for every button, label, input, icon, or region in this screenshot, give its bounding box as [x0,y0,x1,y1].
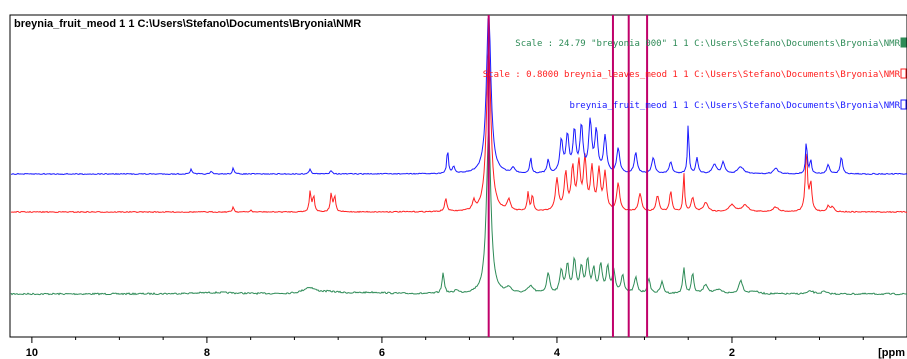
spectrum-title: breynia_fruit_meod 1 1 C:\Users\Stefano\… [14,18,361,30]
plot-frame [9,14,907,338]
legend-layer: Scale : 24.79 "breyonia 000" 1 1 C:\User… [483,37,907,111]
x-axis-label: [ppm [878,347,905,359]
series-layer [10,15,907,296]
x-tick-label: 8 [204,347,210,359]
legend-entry: Scale : 0.8000 breynia_leaves_meod 1 1 C… [483,70,901,80]
x-tick-label: 6 [379,347,385,359]
legend-entry: breynia_fruit_meod 1 1 C:\Users\Stefano\… [569,101,900,111]
x-axis: 10 8 6 4 2 [ppm [26,337,905,359]
legend-swatch [900,37,907,48]
legend-swatch [900,99,907,110]
spectrum-series-line [11,15,907,176]
legend-swatch [900,68,907,79]
x-tick-label: 2 [729,347,735,359]
spectrum-series-line [11,48,907,214]
x-tick-label: 10 [26,347,38,359]
legend-entry: Scale : 24.79 "breyonia 000" 1 1 C:\User… [515,39,900,49]
marker-layer [487,15,649,337]
x-tick-label: 4 [554,347,561,359]
spectrum-series-line [10,130,907,296]
